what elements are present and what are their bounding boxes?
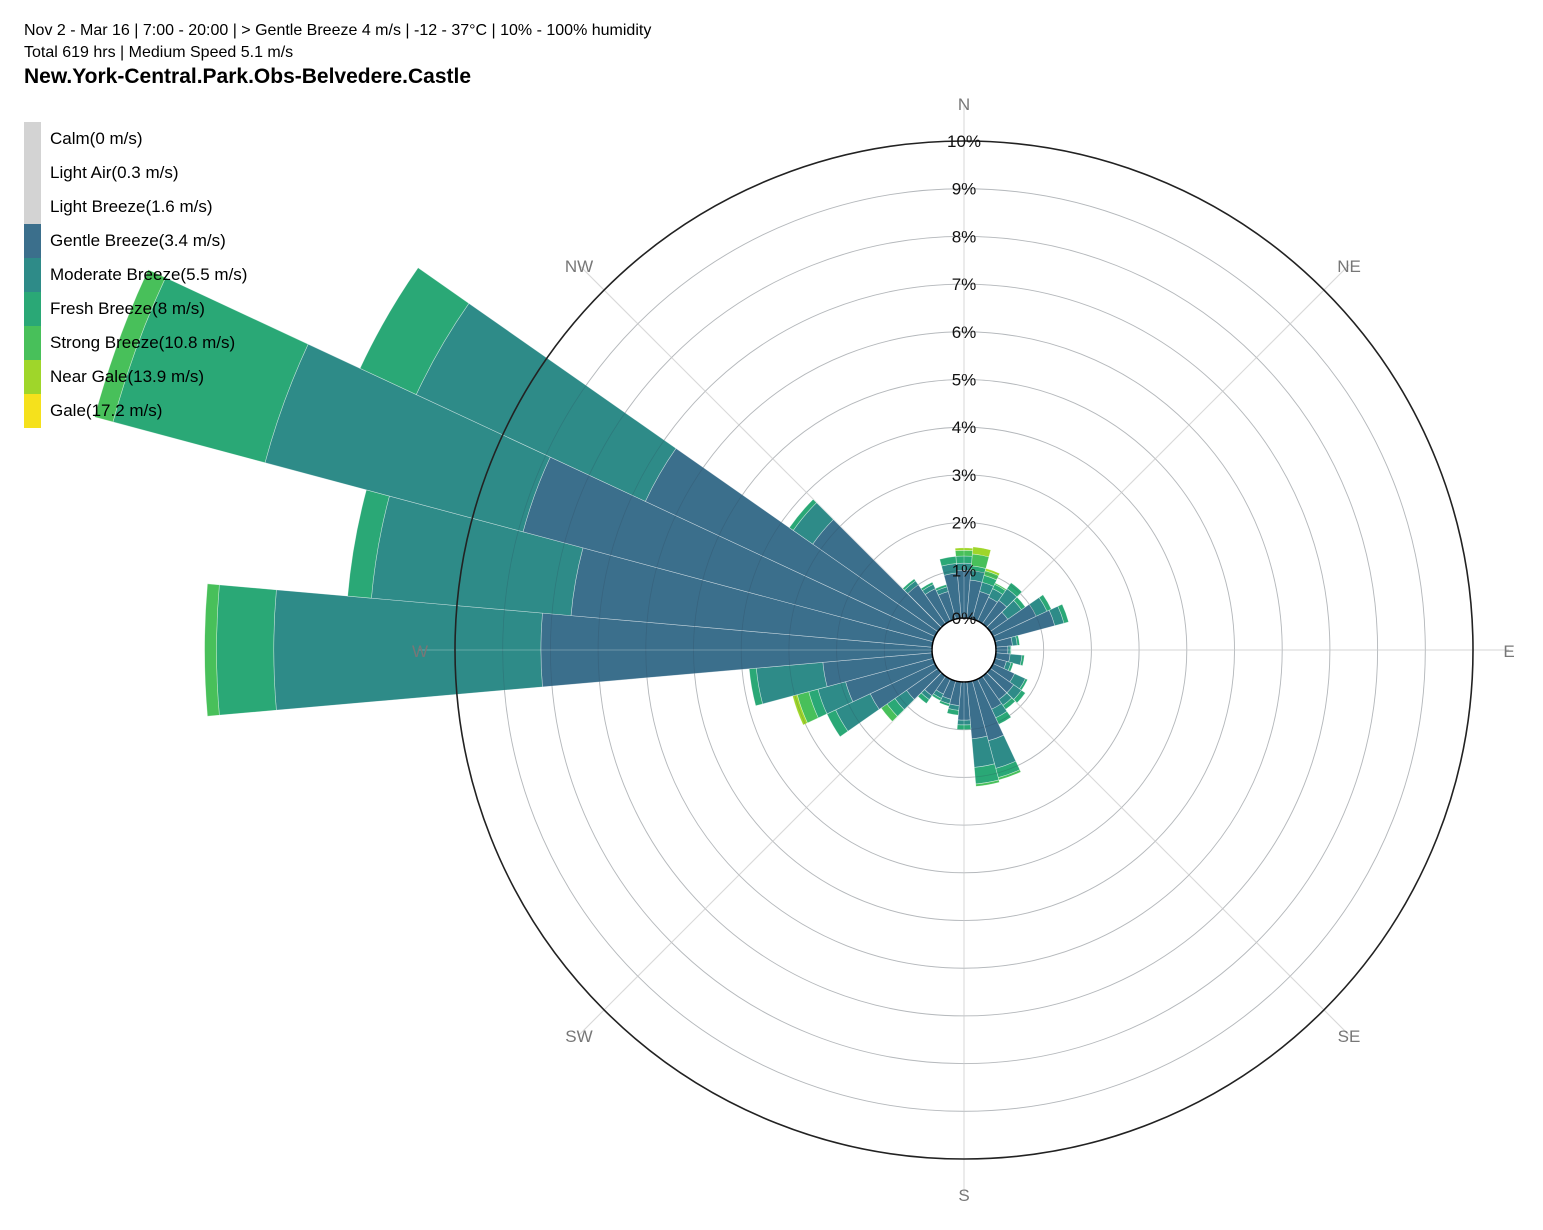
radial-tick-label: 10% bbox=[947, 132, 981, 151]
direction-label-ne: NE bbox=[1337, 257, 1361, 276]
wind-wedge-100-2 bbox=[1019, 654, 1025, 667]
legend-swatch bbox=[24, 190, 41, 224]
legend-label: Gentle Breeze(3.4 m/s) bbox=[50, 231, 226, 250]
wind-wedge-40-2 bbox=[1006, 582, 1023, 598]
wind-wedge-300-2 bbox=[359, 267, 470, 395]
wind-wedge-270-2 bbox=[216, 584, 277, 716]
legend-item: Strong Breeze(10.8 m/s) bbox=[24, 326, 247, 360]
legend-item: Light Breeze(1.6 m/s) bbox=[24, 190, 247, 224]
wind-wedge-80-2 bbox=[1015, 635, 1020, 646]
legend-label: Gale(17.2 m/s) bbox=[50, 401, 163, 420]
grid-ring-overlay bbox=[693, 379, 1235, 921]
grid-ring-overlay bbox=[502, 188, 1426, 1112]
wind-wedge-290-3 bbox=[94, 269, 166, 423]
legend-swatch bbox=[24, 156, 41, 190]
grid-ring-overlay bbox=[836, 522, 1092, 778]
legend-swatch bbox=[24, 292, 41, 326]
wind-wedge-310-2 bbox=[788, 498, 818, 531]
radial-tick-label: 8% bbox=[952, 227, 977, 246]
direction-label-n: N bbox=[958, 95, 970, 114]
grid-ring-overlay bbox=[883, 569, 1045, 731]
label-layer: 0% 1% 2% 3% 4% 5% 6% 7% 8% 9% 10% N NE E SE S SW W NW bbox=[412, 95, 1515, 1205]
chart-subtitle-summary: Total 619 hrs | Medium Speed 5.1 m/s bbox=[24, 44, 294, 61]
legend-swatch bbox=[24, 360, 41, 394]
chart-header: Nov 2 - Mar 16 | 7:00 - 20:00 | > Gentle… bbox=[24, 20, 1024, 90]
direction-spoke bbox=[986, 264, 1350, 628]
legend-swatch bbox=[24, 258, 41, 292]
legend-item: Calm(0 m/s) bbox=[24, 122, 247, 156]
wind-wedge-10-4 bbox=[972, 546, 992, 558]
legend-label: Near Gale(13.9 m/s) bbox=[50, 367, 204, 386]
chart-subtitle-filters: Nov 2 - Mar 16 | 7:00 - 20:00 | > Gentle… bbox=[24, 22, 652, 39]
radial-tick-label: 7% bbox=[952, 275, 977, 294]
legend-item: Moderate Breeze(5.5 m/s) bbox=[24, 258, 247, 292]
wind-wedge-270-3 bbox=[204, 583, 220, 717]
direction-label-w: W bbox=[412, 642, 428, 661]
legend-label: Strong Breeze(10.8 m/s) bbox=[50, 333, 236, 352]
direction-label-se: SE bbox=[1338, 1027, 1361, 1046]
calm-center bbox=[931, 617, 997, 683]
legend-item: Gentle Breeze(3.4 m/s) bbox=[24, 224, 247, 258]
direction-label-e: E bbox=[1503, 642, 1514, 661]
wind-wedge-320-2 bbox=[902, 578, 916, 591]
direction-label-nw: NW bbox=[565, 257, 593, 276]
legend-label: Fresh Breeze(8 m/s) bbox=[50, 299, 205, 318]
grid-ring-overlay bbox=[550, 235, 1379, 1065]
grid-ring-overlay bbox=[597, 283, 1331, 1017]
legend-swatch bbox=[24, 122, 41, 156]
radial-tick-label: 6% bbox=[952, 323, 977, 342]
overlay-layer bbox=[419, 105, 1509, 1195]
radial-tick-label: 0% bbox=[952, 609, 977, 628]
radial-tick-label: 3% bbox=[952, 466, 977, 485]
grid-ring-overlay bbox=[645, 331, 1283, 969]
chart-title: New.York-Central.Park.Obs-Belvedere.Cast… bbox=[24, 65, 472, 88]
direction-spoke-overlay bbox=[578, 264, 942, 628]
wind-wedge-180-2 bbox=[956, 724, 972, 731]
radial-tick-label: 9% bbox=[952, 180, 977, 199]
wind-wedge-190-2 bbox=[946, 708, 960, 716]
radial-tick-label: 5% bbox=[952, 371, 977, 390]
direction-spoke-overlay bbox=[986, 264, 1350, 628]
legend-item: Near Gale(13.9 m/s) bbox=[24, 360, 247, 394]
direction-spoke-overlay bbox=[986, 672, 1350, 1036]
legend-item: Light Air(0.3 m/s) bbox=[24, 156, 247, 190]
direction-spoke bbox=[578, 672, 942, 1036]
legend-label: Light Air(0.3 m/s) bbox=[50, 163, 179, 182]
wind-wedge-330-2 bbox=[920, 581, 934, 591]
radial-tick-label: 4% bbox=[952, 418, 977, 437]
wind-wedge-350-2 bbox=[939, 556, 957, 567]
wind-wedge-170-3 bbox=[975, 779, 1000, 787]
legend-swatch bbox=[24, 326, 41, 360]
legend-label: Calm(0 m/s) bbox=[50, 129, 143, 148]
radial-tick-label: 1% bbox=[952, 561, 977, 580]
wind-wedge-20-4 bbox=[984, 568, 1001, 577]
wedge-layer bbox=[94, 267, 1069, 787]
legend-swatch bbox=[24, 394, 41, 428]
grid-ring-overlay bbox=[788, 474, 1140, 826]
outer-ring bbox=[454, 140, 1474, 1160]
legend-label: Light Breeze(1.6 m/s) bbox=[50, 197, 213, 216]
direction-label-sw: SW bbox=[565, 1027, 592, 1046]
legend-label: Moderate Breeze(5.5 m/s) bbox=[50, 265, 248, 284]
wind-wedge-130-2 bbox=[1013, 689, 1026, 704]
legend-swatch bbox=[24, 224, 41, 258]
legend: Calm(0 m/s) Light Air(0.3 m/s) Light Breez… bbox=[24, 122, 247, 428]
grid-ring-overlay bbox=[740, 426, 1188, 874]
direction-spoke-overlay bbox=[578, 672, 942, 1036]
direction-label-s: S bbox=[958, 1186, 969, 1205]
wind-wedge-70-2 bbox=[1057, 603, 1069, 624]
direction-spoke bbox=[986, 672, 1350, 1036]
wind-wedge-200-2 bbox=[938, 700, 950, 707]
radial-tick-label: 2% bbox=[952, 514, 977, 533]
legend-item: Gale(17.2 m/s) bbox=[24, 394, 247, 428]
legend-item: Fresh Breeze(8 m/s) bbox=[24, 292, 247, 326]
